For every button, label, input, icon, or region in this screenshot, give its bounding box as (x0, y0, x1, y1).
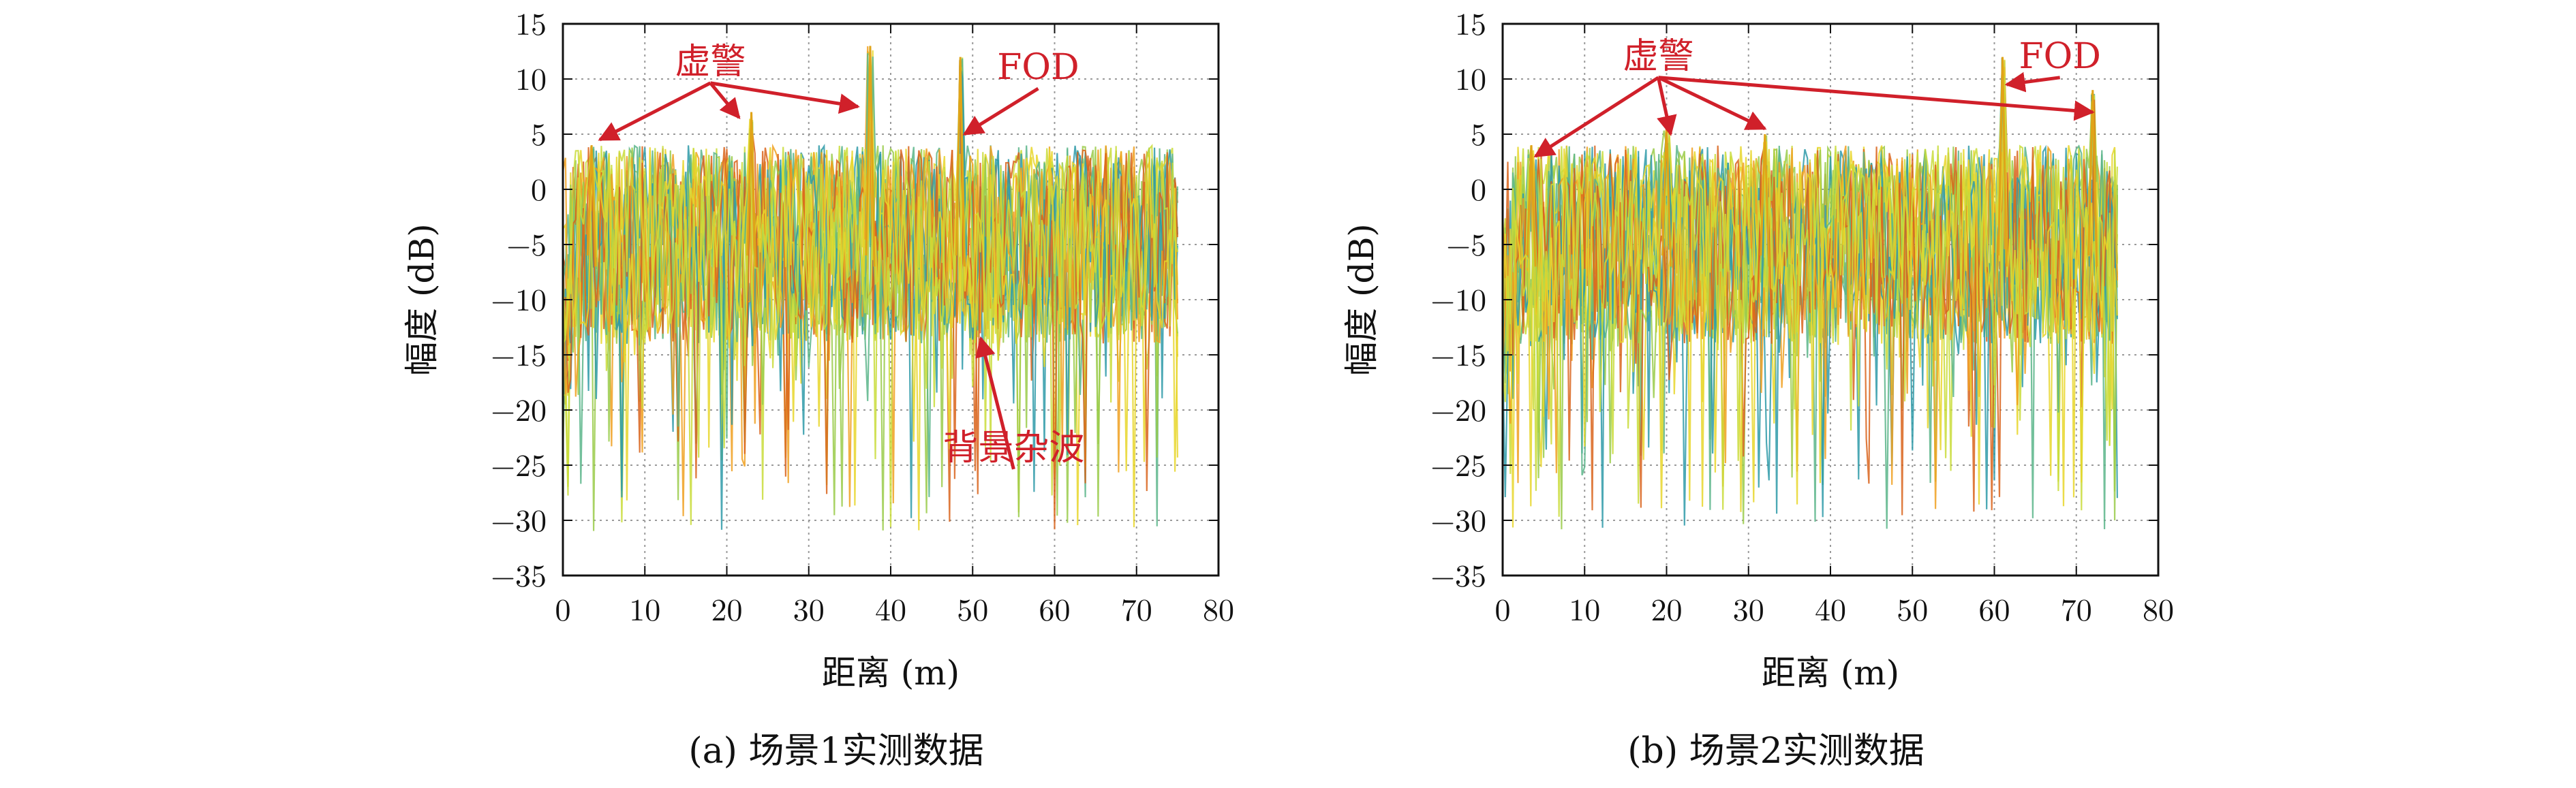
annotation-label: 虚警 (675, 42, 746, 82)
y-tick-label: −35 (491, 552, 547, 596)
x-tick-label: 40 (875, 586, 906, 630)
chart-panel-b: 0 10 20 30 40 50 60 70 80151050−5−10−15−20−25−30… (1342, 0, 2174, 772)
y-tick-label: −35 (1430, 552, 1486, 596)
annotation-arrow (598, 81, 711, 142)
y-tick-label: −10 (491, 276, 547, 320)
annotation-arrow (1657, 77, 1677, 136)
y-tick-label: −5 (506, 221, 547, 265)
clutter-trace (1501, 67, 2118, 516)
y-tick-label: 5 (531, 110, 547, 155)
peak-marker (2087, 90, 2098, 267)
y-tick-label: 0 (1471, 166, 1486, 210)
peak-marker (1526, 145, 1537, 267)
y-tick-label: 15 (1455, 0, 1486, 44)
peak-marker (746, 112, 757, 267)
annotations: 虚警 FOD 背景杂波 (598, 42, 1084, 470)
ticks: 0 10 20 30 40 50 60 70 80151050−5−10−15−20−25−30… (491, 0, 1234, 630)
peak-marker (586, 145, 597, 267)
clutter-trace (562, 129, 1178, 525)
annotation-arrow (710, 81, 860, 114)
y-tick-label: 10 (515, 55, 547, 99)
peak-marker (865, 46, 876, 267)
x-tick-label: 60 (1039, 586, 1071, 630)
x-axis-label: 距离 (m) (1762, 653, 1899, 693)
x-tick-label: 10 (1569, 586, 1600, 630)
annotation-arrow (2004, 72, 2061, 93)
x-tick-label: 80 (1203, 586, 1234, 630)
ticks: 0 10 20 30 40 50 60 70 80151050−5−10−15−20−25−30… (1430, 0, 2174, 630)
panel-caption: (a) 场景1实测数据 (688, 731, 983, 772)
clutter-trace (1501, 76, 2118, 517)
annotation-label: 虚警 (1623, 36, 1693, 77)
x-tick-label: 30 (1733, 586, 1764, 630)
x-tick-label: 20 (1651, 586, 1683, 630)
x-tick-label: 50 (1897, 586, 1928, 630)
clutter-trace (1501, 59, 2118, 528)
annotation-arrow (709, 82, 741, 120)
annotation-label: FOD (2019, 36, 2100, 77)
x-tick-label: 10 (629, 586, 660, 630)
y-tick-label: −30 (1430, 497, 1486, 541)
annotation-arrow (1533, 76, 1659, 158)
x-tick-label: 40 (1815, 586, 1846, 630)
annotation-label: FOD (997, 47, 1079, 88)
y-tick-label: 5 (1471, 110, 1486, 155)
annotation-arrow (1658, 76, 2095, 121)
x-tick-label: 60 (1979, 586, 2010, 630)
x-tick-label: 0 (1495, 586, 1511, 630)
x-tick-label: 70 (2061, 586, 2092, 630)
y-tick-label: −20 (491, 386, 547, 430)
clutter-trace (1501, 145, 2118, 509)
y-axis-label: 幅度 (dB) (1342, 223, 1381, 376)
y-tick-label: 15 (515, 0, 547, 44)
x-axis-label: 距离 (m) (822, 653, 960, 693)
annotation-arrow (1657, 76, 1767, 131)
x-tick-label: 30 (793, 586, 825, 630)
y-tick-label: −30 (491, 497, 547, 541)
annotations: 虚警 FOD (1533, 36, 2101, 158)
x-tick-label: 50 (957, 586, 988, 630)
x-tick-label: 0 (555, 586, 571, 630)
chart-panel-a: 0 10 20 30 40 50 60 70 80151050−5−10−15−20−25−30… (402, 0, 1234, 772)
annotation-arrow (975, 336, 1015, 470)
y-axis-label: 幅度 (dB) (402, 223, 442, 376)
peak-marker (955, 57, 966, 267)
clutter-traces (1501, 57, 2118, 530)
y-tick-label: −15 (1430, 331, 1486, 375)
x-tick-label: 80 (2143, 586, 2174, 630)
peak-marker (1760, 133, 1770, 267)
y-tick-label: 0 (531, 166, 547, 210)
annotation-arrow (962, 86, 1039, 136)
peak-marker (1997, 57, 2008, 267)
y-tick-label: −15 (491, 331, 547, 375)
y-tick-label: 10 (1455, 55, 1486, 99)
y-tick-label: −25 (1430, 441, 1486, 486)
x-tick-label: 20 (711, 586, 743, 630)
panel-caption: (b) 场景2实测数据 (1627, 731, 1924, 772)
annotation-label: 背景杂波 (942, 428, 1084, 469)
y-tick-label: −5 (1446, 221, 1486, 265)
y-tick-label: −20 (1430, 386, 1486, 430)
y-tick-label: −10 (1430, 276, 1486, 320)
y-tick-label: −25 (491, 441, 547, 486)
clutter-traces (562, 46, 1178, 531)
x-tick-label: 70 (1121, 586, 1152, 630)
